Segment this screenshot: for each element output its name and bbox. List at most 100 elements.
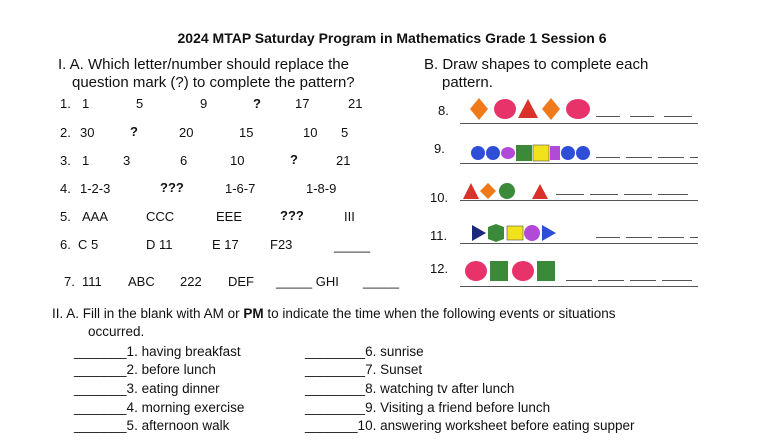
part-a-heading-2: question mark (?) to complete the patter… bbox=[72, 74, 355, 91]
row-7-item: 111 bbox=[82, 274, 102, 289]
pattern-10-shapes bbox=[462, 181, 552, 201]
part-b-heading: B. Draw shapes to complete each bbox=[424, 56, 649, 73]
answer-line bbox=[662, 280, 692, 281]
row-4-number: 4. bbox=[60, 181, 71, 196]
row-rule bbox=[460, 286, 698, 287]
answer-line bbox=[624, 194, 652, 195]
answer-blank[interactable]: _____ bbox=[334, 238, 371, 253]
row-7-item: _____ GHI bbox=[276, 274, 339, 289]
row-7-number: 7. bbox=[64, 274, 75, 289]
row-1-item: 21 bbox=[348, 96, 363, 111]
answer-line bbox=[626, 237, 652, 238]
row-3-item: 1 bbox=[82, 153, 90, 168]
part-b-heading-2: pattern. bbox=[442, 74, 493, 91]
row-7-item: 222 bbox=[180, 274, 202, 289]
blue-triangle-shape bbox=[542, 225, 556, 241]
row-7-item: ABC bbox=[128, 274, 155, 289]
answer-line bbox=[596, 157, 620, 158]
row-1-number: 1. bbox=[60, 96, 71, 111]
red-triangle-shape bbox=[532, 184, 548, 199]
row-2-number: 2. bbox=[60, 125, 71, 140]
page-title: 2024 MTAP Saturday Program in Mathematic… bbox=[177, 30, 607, 46]
yellow-square-shape bbox=[506, 225, 524, 241]
row-2-question: ? bbox=[130, 124, 138, 139]
purple-circle-shape bbox=[524, 225, 540, 241]
answer-line bbox=[626, 157, 652, 158]
row-4-item: 1-2-3 bbox=[80, 181, 111, 196]
pattern-9-shapes bbox=[470, 143, 592, 163]
row-rule bbox=[460, 123, 698, 124]
blue-circle-shape bbox=[561, 146, 575, 160]
row-6-item: D 11 bbox=[146, 237, 173, 252]
row-1-item: 17 bbox=[295, 96, 310, 111]
red-triangle-shape bbox=[463, 183, 479, 199]
answer-line bbox=[658, 237, 684, 238]
time-item: _______4. morning exercise bbox=[74, 400, 245, 415]
row-1-item: 5 bbox=[136, 96, 144, 111]
blue-circle-shape bbox=[471, 146, 485, 160]
pattern-8-number: 8. bbox=[438, 103, 449, 118]
answer-line bbox=[556, 194, 584, 195]
part-a-heading: I. A. Which letter/number should replace… bbox=[58, 56, 349, 73]
part-ii-heading-3: occurred. bbox=[88, 324, 145, 339]
row-5-item: CCC bbox=[146, 209, 175, 224]
purple-rectangle-shape bbox=[550, 146, 560, 160]
row-5-item: EEE bbox=[216, 209, 243, 224]
answer-line bbox=[630, 116, 654, 117]
row-2-item: 20 bbox=[179, 125, 194, 140]
row-6-item: E 17 bbox=[212, 237, 239, 252]
row-3-item: 10 bbox=[230, 153, 245, 168]
row-3-item: 21 bbox=[336, 153, 351, 168]
answer-line bbox=[630, 280, 656, 281]
row-4-item: 1-6-7 bbox=[225, 181, 256, 196]
green-square-shape bbox=[537, 261, 555, 281]
part-ii-heading-text: II. A. Fill in the blank with AM or bbox=[52, 306, 240, 321]
pattern-8-shapes bbox=[468, 96, 598, 122]
part-ii-heading: II. A. Fill in the blank with AM or PM t… bbox=[52, 306, 616, 321]
row-1-item: 9 bbox=[200, 96, 208, 111]
row-5-item: III bbox=[344, 209, 355, 224]
row-1-item: 1 bbox=[82, 96, 90, 111]
time-item: _______10. answering worksheet before ea… bbox=[305, 418, 635, 433]
row-2-item: 15 bbox=[239, 125, 254, 140]
answer-line bbox=[590, 194, 618, 195]
time-item: _______1. having breakfast bbox=[74, 344, 241, 359]
time-item: ________8. watching tv after lunch bbox=[305, 381, 515, 396]
answer-line bbox=[596, 116, 620, 117]
blue-circle-shape bbox=[576, 146, 590, 160]
green-hexagon-shape bbox=[488, 224, 504, 242]
row-5-item: AAA bbox=[82, 209, 109, 224]
row-rule bbox=[460, 243, 698, 244]
row-6-item: F23 bbox=[270, 237, 293, 252]
pink-circle-shape bbox=[566, 99, 590, 119]
answer-line bbox=[690, 237, 698, 238]
part-ii-heading-text-2: to indicate the time when the following … bbox=[267, 306, 616, 321]
answer-blank[interactable]: _____ bbox=[363, 274, 400, 289]
orange-diamond-shape bbox=[480, 183, 496, 199]
time-item: _______3. eating dinner bbox=[74, 381, 220, 396]
row-3-item: 3 bbox=[123, 153, 131, 168]
pm-label: PM bbox=[243, 306, 264, 321]
pattern-10-number: 10. bbox=[430, 190, 449, 205]
answer-line bbox=[690, 157, 698, 158]
time-item: _______2. before lunch bbox=[74, 362, 216, 377]
pattern-11-shapes bbox=[470, 221, 592, 245]
row-5-question: ??? bbox=[280, 208, 304, 223]
green-circle-shape bbox=[499, 183, 515, 199]
row-2-item: 30 bbox=[80, 125, 95, 140]
yellow-square-shape bbox=[532, 144, 550, 162]
row-2-item: 10 bbox=[303, 125, 318, 140]
answer-line bbox=[664, 116, 692, 117]
answer-line bbox=[598, 280, 624, 281]
row-rule bbox=[460, 200, 698, 201]
time-item: ________9. Visiting a friend before lunc… bbox=[305, 400, 551, 415]
green-square-shape bbox=[490, 261, 508, 281]
row-5-number: 5. bbox=[60, 209, 71, 224]
row-rule bbox=[460, 163, 698, 164]
orange-diamond-shape bbox=[542, 98, 560, 120]
green-square-shape bbox=[516, 145, 532, 161]
navy-triangle-shape bbox=[472, 225, 486, 241]
time-item: ________7. Sunset bbox=[305, 362, 423, 377]
pink-circle-shape bbox=[512, 261, 534, 281]
pattern-11-number: 11. bbox=[430, 228, 448, 243]
